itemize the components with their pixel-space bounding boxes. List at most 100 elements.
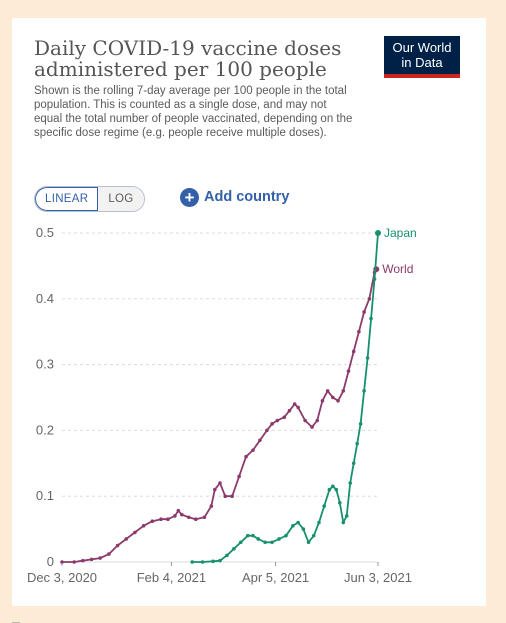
series-label-japan: Japan <box>384 226 417 240</box>
data-point <box>372 277 377 281</box>
data-point <box>346 369 351 373</box>
data-point <box>275 418 280 423</box>
y-tick-label: 0.2 <box>36 422 54 437</box>
data-point <box>344 514 349 518</box>
data-point <box>98 556 102 560</box>
data-point <box>365 356 370 360</box>
data-point <box>263 540 267 545</box>
data-point <box>115 543 120 548</box>
data-point <box>193 517 198 522</box>
data-point <box>310 425 314 429</box>
series-line-world <box>62 268 378 563</box>
data-point <box>291 524 295 528</box>
data-point <box>166 517 170 522</box>
data-point <box>301 527 306 531</box>
data-point <box>239 540 243 545</box>
x-tick-label: Dec 3, 2020 <box>27 570 97 585</box>
data-point <box>180 512 184 517</box>
data-point <box>287 408 292 413</box>
data-point <box>200 560 205 564</box>
logo-line-2: in Data <box>401 55 443 70</box>
y-tick-label: 0.1 <box>36 488 54 503</box>
data-point <box>225 553 229 558</box>
data-point <box>60 560 64 564</box>
data-point <box>176 508 181 513</box>
data-point <box>107 552 111 556</box>
data-point <box>327 487 332 492</box>
data-point <box>230 494 234 499</box>
data-point <box>331 484 335 489</box>
chart-card: Daily COVID-19 vaccine doses administere… <box>12 18 486 623</box>
data-point <box>209 504 214 508</box>
owid-logo[interactable]: Our World in Data <box>384 36 460 78</box>
data-point <box>334 487 339 492</box>
y-tick-label: 0.5 <box>36 225 54 240</box>
linear-scale-button[interactable]: LINEAR <box>35 187 99 211</box>
data-point <box>292 402 297 406</box>
data-point <box>173 514 177 518</box>
data-point <box>331 395 335 400</box>
data-point <box>315 418 320 423</box>
line-chart: 0 0.1 0.2 0.3 0.4 0.5 Dec 3, 2020 Feb 4, 2021 Ap… <box>27 225 417 585</box>
data-point <box>355 441 359 446</box>
data-point <box>296 405 300 410</box>
y-tick-label: 0.4 <box>36 291 54 306</box>
data-point <box>277 537 281 541</box>
data-point <box>211 559 215 564</box>
data-point <box>186 515 191 520</box>
data-point <box>190 560 195 564</box>
data-point <box>351 349 356 354</box>
x-tick-label: Apr 5, 2021 <box>242 570 309 585</box>
data-point <box>311 533 316 538</box>
plus-circle-icon: + <box>180 187 199 207</box>
data-point <box>232 547 236 551</box>
data-point <box>270 540 274 545</box>
data-point <box>341 389 346 393</box>
data-point <box>296 520 300 525</box>
data-point <box>89 557 94 562</box>
data-point <box>317 520 321 525</box>
log-scale-button[interactable]: LOG <box>98 187 144 211</box>
data-point <box>258 438 262 443</box>
y-tick-label: 0.3 <box>36 357 54 372</box>
scale-toggle: LINEAR LOG <box>34 186 145 212</box>
data-point <box>284 533 288 538</box>
data-point <box>251 448 255 452</box>
data-point <box>265 428 269 433</box>
data-point <box>218 481 222 485</box>
data-point <box>212 487 217 492</box>
data-point <box>362 310 366 314</box>
series-end-marker <box>375 230 381 236</box>
data-point <box>245 533 250 538</box>
series-line-japan <box>192 232 379 563</box>
data-point <box>362 389 366 393</box>
data-point <box>150 519 155 524</box>
data-point <box>338 500 342 505</box>
data-point <box>358 422 363 426</box>
data-point <box>322 504 326 508</box>
data-point <box>223 494 228 499</box>
logo-line-1: Our World <box>392 40 452 55</box>
data-point <box>325 389 330 393</box>
data-point <box>124 537 129 541</box>
data-point <box>367 297 372 301</box>
y-tick-label: 0 <box>47 554 54 569</box>
data-point <box>72 560 76 564</box>
data-point <box>369 316 373 321</box>
add-country-button[interactable]: + Add country <box>180 186 289 208</box>
data-point <box>244 454 248 459</box>
data-point <box>251 533 255 538</box>
data-point <box>270 422 274 426</box>
data-point <box>341 520 346 525</box>
series-label-world: World <box>382 262 413 276</box>
data-point <box>320 398 325 403</box>
add-country-label: Add country <box>204 189 290 205</box>
data-point <box>237 474 241 479</box>
data-point <box>133 530 137 535</box>
data-point <box>357 329 361 334</box>
data-point <box>303 418 307 423</box>
data-point <box>336 398 340 403</box>
data-point <box>218 558 222 563</box>
data-point <box>81 558 85 563</box>
chart-subtitle: Shown is the rolling 7-day average per 1… <box>34 85 353 139</box>
